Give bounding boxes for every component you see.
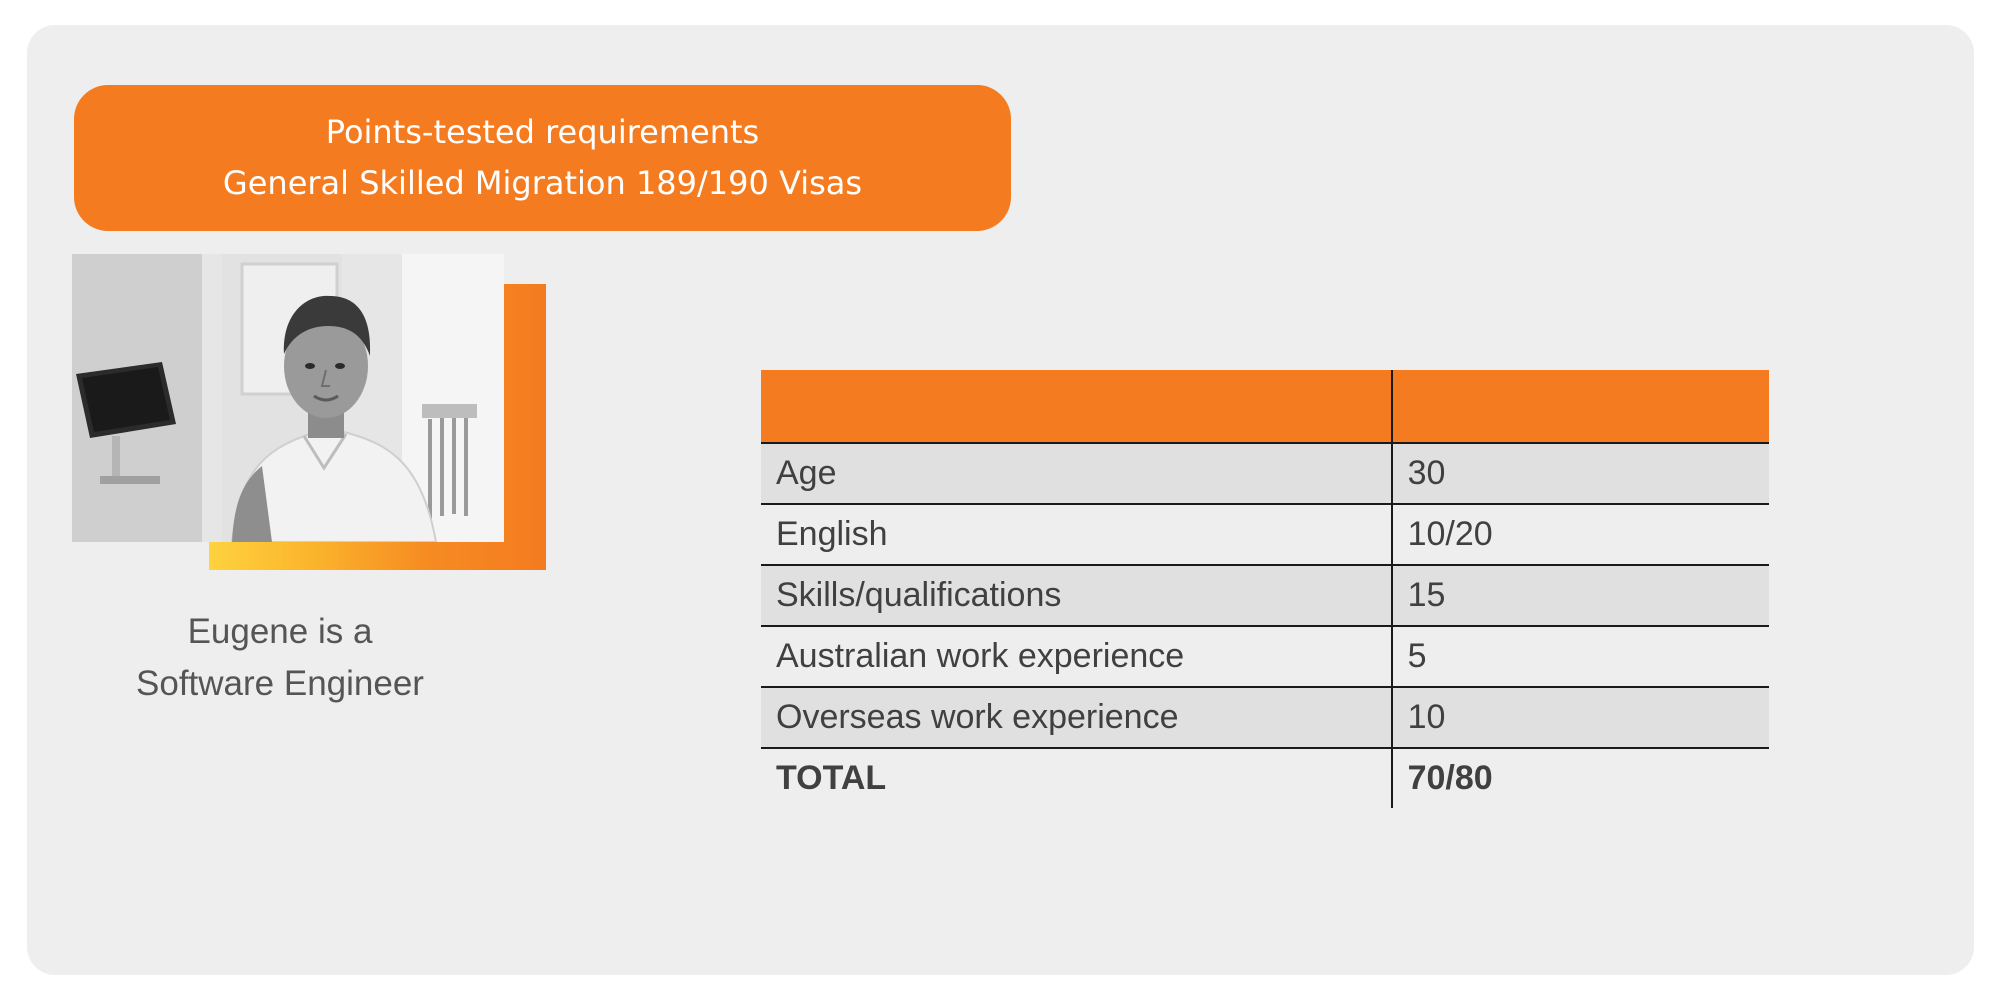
table-row: English 10/20	[761, 503, 1769, 565]
row-label: English	[761, 503, 1393, 565]
row-label: Skills/qualifications	[761, 564, 1393, 626]
table-header-cell	[761, 370, 1393, 443]
profile-caption: Eugene is a Software Engineer	[80, 606, 480, 710]
table-total-row: TOTAL 70/80	[761, 747, 1769, 808]
table-row: Australian work experience 5	[761, 625, 1769, 687]
row-label: Overseas work experience	[761, 686, 1393, 748]
row-value: 10/20	[1391, 503, 1769, 565]
table-header-cell	[1391, 370, 1769, 443]
row-value: 15	[1391, 564, 1769, 626]
points-table: Age 30 English 10/20 Skills/qualificatio…	[761, 370, 1769, 808]
banner-title-line2: General Skilled Migration 189/190 Visas	[222, 164, 863, 202]
table-header-row	[761, 370, 1769, 443]
profile-photo	[72, 254, 504, 542]
table-row: Age 30	[761, 442, 1769, 504]
caption-line2: Software Engineer	[136, 664, 424, 703]
table-row: Skills/qualifications 15	[761, 564, 1769, 626]
total-value: 70/80	[1391, 747, 1769, 808]
row-label: Australian work experience	[761, 625, 1393, 687]
row-value: 10	[1391, 686, 1769, 748]
title-banner: Points-tested requirements General Skill…	[74, 85, 1011, 231]
table-row: Overseas work experience 10	[761, 686, 1769, 748]
profile-photo-illustration	[72, 254, 504, 542]
row-value: 30	[1391, 442, 1769, 504]
total-label: TOTAL	[761, 747, 1393, 808]
caption-line1: Eugene is a	[187, 612, 373, 651]
row-value: 5	[1391, 625, 1769, 687]
row-label: Age	[761, 442, 1393, 504]
monitor-shape	[76, 362, 176, 484]
banner-title-line1: Points-tested requirements	[325, 113, 760, 151]
profile-photo-group	[72, 254, 546, 570]
